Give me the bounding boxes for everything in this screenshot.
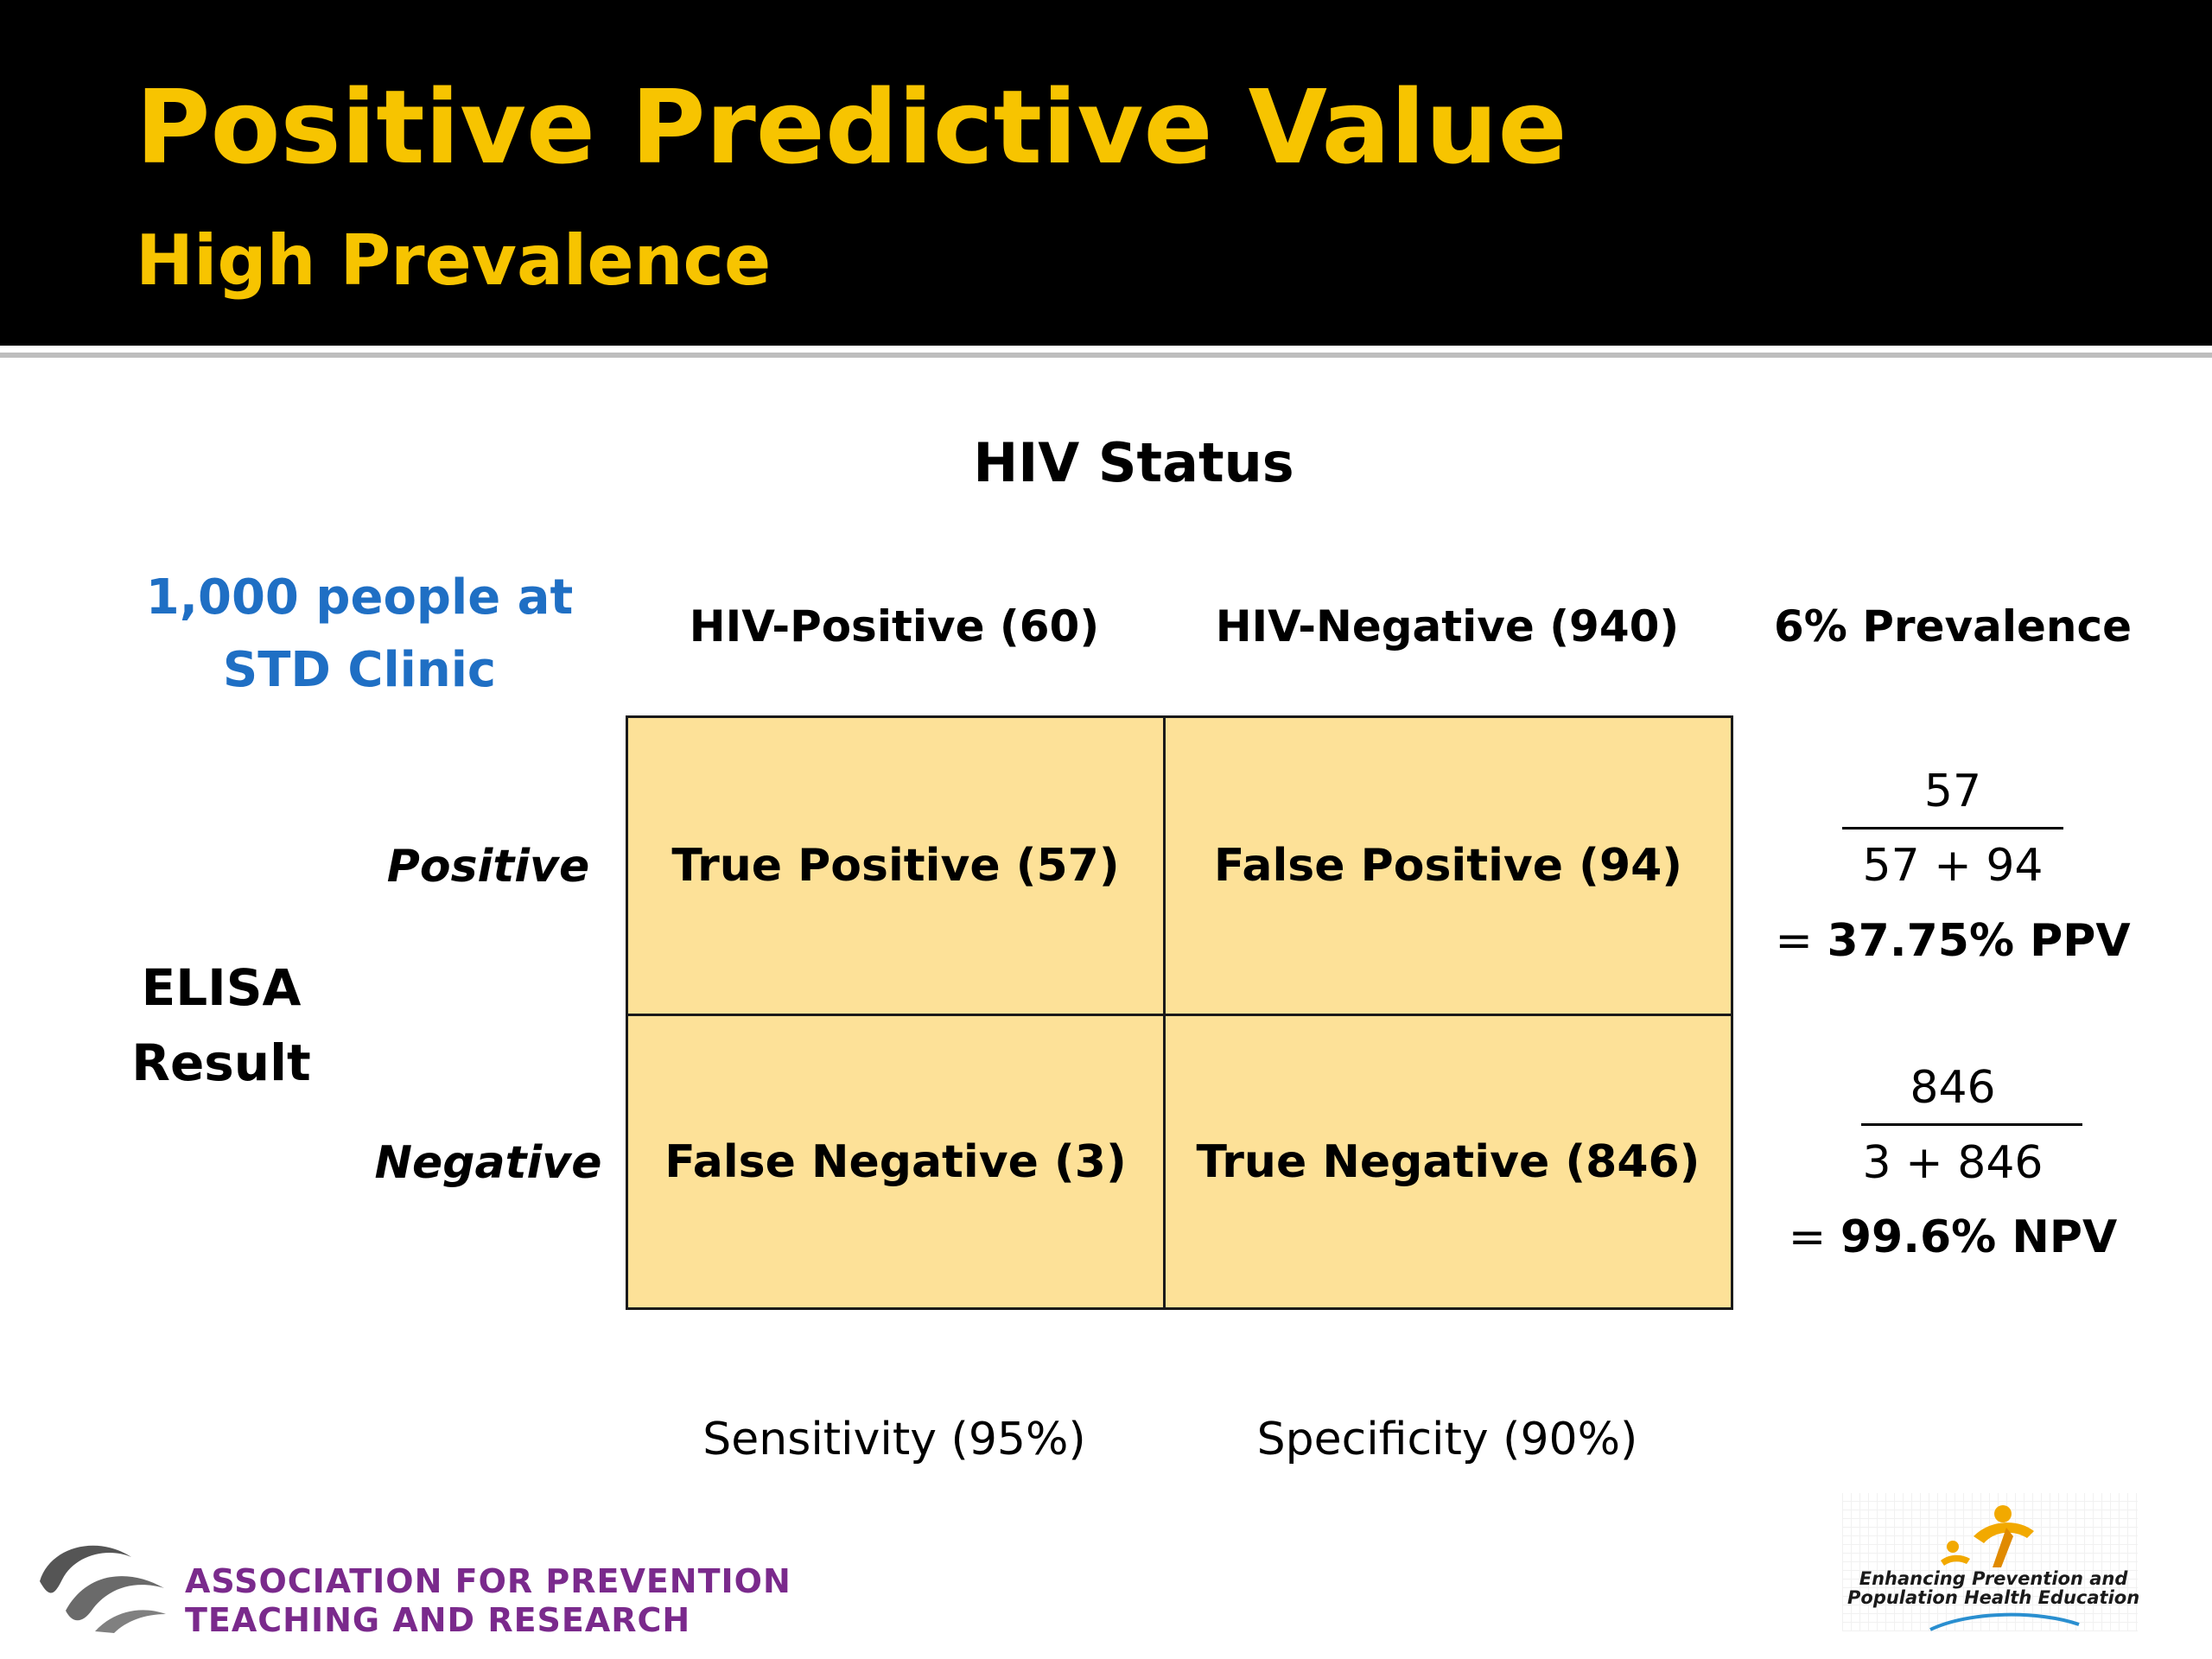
epphe-logo-line-2: Population Health Education [1847, 1587, 2140, 1609]
sensitivity-label: Sensitivity (95%) [702, 1414, 1086, 1465]
header-divider [0, 346, 2212, 353]
npv-equals: = [1788, 1211, 1827, 1263]
row-group-label: ELISA Result [131, 950, 310, 1101]
ppv-fraction-bar [1842, 827, 2063, 830]
ppv-denominator: 57 + 94 [1862, 840, 2044, 892]
column-header-prevalence: 6% Prevalence [1773, 601, 2133, 652]
ppv-result: = 37.75% PPV [1775, 918, 2130, 963]
cell-true-positive: True Positive (57) [671, 840, 1120, 892]
ppv-numerator: 57 [1923, 766, 1982, 817]
npv-result-value: 99.6% NPV [1840, 1211, 2118, 1263]
npv-denominator: 3 + 846 [1862, 1137, 2044, 1189]
epphe-logo-text: Enhancing Prevention and Population Heal… [1847, 1569, 2139, 1607]
header-divider-shadow [0, 353, 2212, 358]
ppv-equals: = [1775, 915, 1813, 967]
aptr-logo-text: ASSOCIATION FOR PREVENTION TEACHING AND … [185, 1562, 791, 1640]
aptr-logo-line-1: ASSOCIATION FOR PREVENTION [185, 1562, 791, 1600]
population-line-2: STD Clinic [222, 642, 497, 698]
cell-true-negative: True Negative (846) [1196, 1135, 1700, 1188]
epphe-logo-background [1842, 1493, 2138, 1631]
column-header-hiv-negative: HIV-Negative (940) [1215, 601, 1680, 652]
aptr-logo-line-2: TEACHING AND RESEARCH [185, 1600, 691, 1639]
title-bar: Positive Predictive Value High Prevalenc… [0, 0, 2212, 346]
npv-fraction-bar [1861, 1123, 2082, 1126]
table-vertical-divider [1163, 718, 1166, 1307]
table-horizontal-divider [628, 1014, 1731, 1016]
npv-result: = 99.6% NPV [1789, 1215, 2118, 1260]
epphe-figure-icon [1941, 1505, 2034, 1567]
specificity-label: Specificity (90%) [1256, 1414, 1638, 1465]
cell-false-negative: False Negative (3) [664, 1135, 1127, 1188]
population-label: 1,000 people at STD Clinic [146, 562, 573, 707]
row-header-negative: Negative [374, 1137, 602, 1189]
npv-numerator: 846 [1910, 1062, 1996, 1114]
aptr-logo-icon [40, 1545, 166, 1633]
row-header-positive: Positive [386, 841, 590, 893]
epphe-swoosh-icon [1929, 1612, 2080, 1631]
population-line-1: 1,000 people at [145, 569, 574, 626]
cell-false-positive: False Positive (94) [1213, 840, 1683, 892]
row-group-label-line-1: ELISA [141, 958, 302, 1017]
slide-subtitle: High Prevalence [136, 220, 772, 301]
contingency-table: True Positive (57) False Positive (94) F… [626, 715, 1733, 1310]
slide-title: Positive Predictive Value [136, 67, 1567, 187]
row-group-label-line-2: Result [131, 1033, 311, 1092]
ppv-result-value: 37.75% PPV [1827, 915, 2131, 967]
column-header-hiv-positive: HIV-Positive (60) [689, 601, 1100, 652]
epphe-logo-line-1: Enhancing Prevention and [1859, 1568, 2128, 1589]
hiv-status-header: HIV Status [973, 431, 1294, 494]
